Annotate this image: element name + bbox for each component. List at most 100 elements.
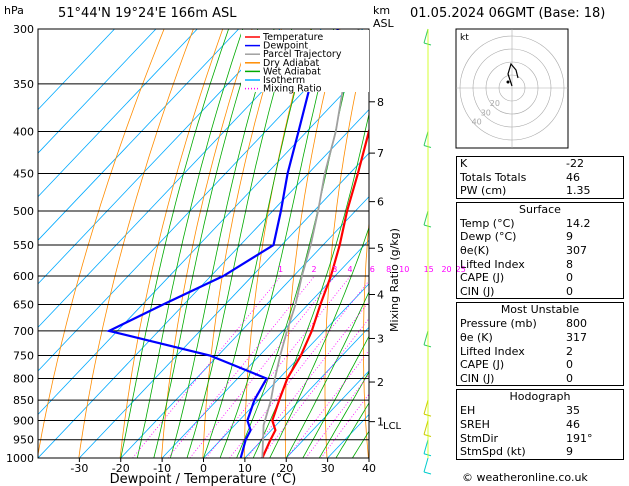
legend-label: Temperature	[262, 32, 323, 43]
wind-barb-flag	[423, 344, 432, 348]
surface-table: Surface Temp (°C) 14.2 Dewp (°C) 9 θe(K) 307 L…	[456, 201, 624, 300]
legend-label: Dry Adiabat	[263, 58, 320, 69]
surface-row: Dewp (°C) 9	[457, 230, 623, 244]
most-unstable-table: Most Unstable Pressure (mb) 800 θe (K) 317 L…	[456, 302, 624, 387]
wet-adiabat-line	[318, 371, 369, 458]
mixing-ratio-line	[320, 393, 369, 458]
x-axis-label: Dewpoint / Temperature (°C)	[110, 472, 297, 486]
surface-label: CIN (J)	[460, 284, 495, 298]
mixing-ratio-line	[229, 280, 369, 458]
height-tick-label: 5	[377, 242, 384, 255]
temperature-tick-label: 10	[238, 462, 252, 475]
pressure-tick-label: 750	[13, 349, 34, 362]
hodograph-ring-label: 40	[472, 117, 482, 126]
legend-label: Parcel Trajectory	[263, 49, 342, 60]
isotherm-line	[38, 65, 369, 416]
surface-row: Lifted Index 8	[457, 258, 623, 272]
dewpoint-line	[105, 29, 339, 458]
height-tick-label: 7	[377, 147, 384, 160]
most-unstable-row: CIN (J) 0	[457, 372, 623, 386]
pressure-tick-label: 500	[13, 205, 34, 218]
isotherm-line	[285, 370, 369, 458]
index-row: PW (cm) 1.35	[457, 184, 623, 198]
asl-unit-label: ASL	[373, 17, 395, 30]
hodograph-unit: kt	[460, 33, 469, 43]
surface-row: CIN (J) 0	[457, 285, 623, 299]
most-unstable-value: 0	[566, 358, 573, 372]
isotherm-line	[79, 152, 369, 458]
hodograph-label: SREH	[460, 417, 490, 431]
most-unstable-label: θe (K)	[460, 330, 493, 344]
wind-barb-flag	[423, 453, 432, 457]
mixing-ratio-line	[286, 349, 369, 458]
wind-barb	[423, 439, 429, 454]
hodograph-label: StmSpd (kt)	[460, 445, 526, 459]
mixing-ratio-label: 6	[370, 265, 375, 274]
dry-adiabat-line	[38, 29, 165, 457]
surface-label: Dewp (°C)	[460, 230, 517, 244]
surface-value: 14.2	[566, 216, 591, 230]
mixing-ratio-label: 4	[348, 265, 353, 274]
temperature-tick-label: -20	[112, 462, 130, 475]
mixing-ratio-label: 2	[312, 265, 317, 274]
mixing-ratio-label: 10	[399, 265, 409, 274]
pressure-tick-label: 1000	[6, 452, 34, 465]
most-unstable-value: 0	[566, 371, 573, 385]
wind-barb-flag	[423, 413, 432, 417]
wind-barb-flag	[423, 433, 432, 437]
height-tick-label: 2	[377, 376, 384, 389]
surface-row: CAPE (J) 0	[457, 271, 623, 285]
mixing-ratio-label: 1	[278, 265, 283, 274]
surface-value: 0	[566, 271, 573, 285]
hodograph-value: 35	[566, 404, 580, 418]
km-unit-label: km	[373, 4, 390, 17]
most-unstable-label: CAPE (J)	[460, 358, 505, 372]
isotherm-line	[38, 108, 369, 458]
datetime-title: 01.05.2024 06GMT (Base: 18)	[410, 6, 606, 21]
surface-value: 8	[566, 257, 573, 271]
wind-barb-flag	[423, 471, 432, 475]
storm-motion-marker	[506, 80, 510, 84]
hodograph-row: StmDir 191°	[457, 432, 623, 446]
hodograph-table-title: Hodograph	[509, 390, 571, 404]
height-tick-label: 3	[377, 332, 384, 345]
isotherm-line	[38, 29, 364, 372]
dry-adiabat-line	[437, 29, 458, 458]
mixing-ratio-label: 3	[332, 265, 337, 274]
mixing-ratio-label: 8	[386, 265, 391, 274]
most-unstable-row: Pressure (mb) 800	[457, 317, 623, 331]
hodograph-value: 191°	[566, 431, 593, 445]
lcl-label: LCL	[383, 421, 402, 432]
pressure-tick-label: 600	[13, 270, 34, 283]
pressure-tick-label: 700	[13, 325, 34, 338]
indices-table: K -22 Totals Totals 46 PW (cm) 1.35	[456, 156, 624, 199]
temperature-tick-label: -30	[70, 462, 88, 475]
pressure-tick-label: 550	[13, 239, 34, 252]
indices-panel: K -22 Totals Totals 46 PW (cm) 1.35 Surface T…	[456, 156, 624, 463]
hodograph-trace	[507, 62, 519, 87]
surface-value: 307	[566, 243, 587, 257]
most-unstable-value: 800	[566, 317, 587, 331]
temperature-tick-label: 40	[362, 462, 376, 475]
hodograph-value: 46	[566, 417, 580, 431]
pressure-tick-label: 900	[13, 414, 34, 427]
index-row: K -22	[457, 157, 623, 171]
pressure-tick-label: 850	[13, 394, 34, 407]
wind-barb	[423, 457, 429, 473]
wind-barb	[423, 420, 429, 435]
dry-adiabat-line	[401, 29, 428, 458]
pressure-tick-label: 350	[13, 78, 34, 91]
index-value: -22	[566, 157, 584, 170]
index-row: Totals Totals 46	[457, 171, 623, 185]
height-tick-label: 6	[377, 196, 384, 209]
isotherm-line	[38, 29, 157, 154]
copyright-footer: © weatheronline.co.uk	[462, 471, 588, 484]
mixing-ratio-label: 25	[456, 265, 466, 274]
location-title: 51°44'N 19°24'E 166m ASL	[58, 6, 237, 21]
hodograph-row: StmSpd (kt) 9	[457, 445, 623, 459]
legend-label: Wet Adiabat	[263, 66, 321, 77]
isotherm-line	[38, 29, 115, 111]
parcel-trajectory-line	[261, 29, 360, 458]
isotherm-line	[38, 29, 198, 198]
